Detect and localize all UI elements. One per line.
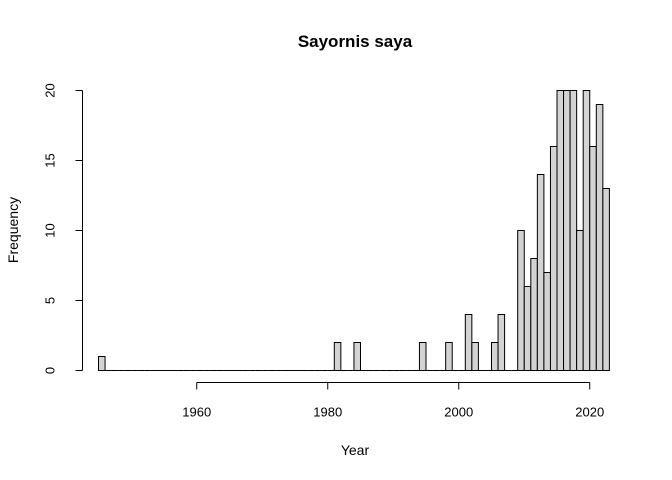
histogram-bar [530, 258, 538, 371]
y-axis: 0 5 10 15 20 [43, 83, 83, 374]
histogram-bar [576, 230, 584, 371]
x-tick-label: 2020 [575, 405, 604, 420]
y-tick-label: 10 [43, 223, 58, 237]
histogram-bar [471, 342, 479, 371]
histogram-bar [523, 286, 532, 371]
histogram-bar [464, 314, 473, 371]
histogram-bar [418, 342, 427, 371]
histogram-bar [98, 356, 106, 371]
x-axis: 1960 1980 2000 2020 [182, 382, 604, 420]
histogram-bar [582, 90, 591, 371]
histogram-bar [595, 104, 604, 371]
histogram-bar [563, 90, 571, 371]
y-tick-label: 15 [43, 153, 58, 167]
bars-group [98, 90, 610, 371]
x-axis-label: Year [341, 442, 370, 458]
histogram-bar [497, 314, 506, 371]
y-axis-label: Frequency [5, 197, 21, 263]
histogram-bar [543, 272, 551, 371]
x-tick-label: 1980 [313, 405, 342, 420]
chart-title: Sayornis saya [298, 32, 413, 51]
x-tick-label: 2000 [444, 405, 473, 420]
histogram-bar [517, 230, 525, 371]
histogram-bar [589, 146, 597, 371]
histogram-bar [602, 188, 610, 371]
y-tick-label: 0 [43, 367, 58, 374]
y-tick-label: 5 [43, 297, 58, 304]
histogram-bar [333, 342, 342, 371]
histogram-bar [445, 342, 453, 371]
histogram-bar [353, 342, 362, 371]
histogram-bar [556, 90, 565, 371]
y-tick-label: 20 [43, 83, 58, 97]
histogram-bar [491, 342, 499, 371]
histogram-bar [536, 174, 545, 371]
histogram-bar [549, 146, 558, 371]
histogram-bar [569, 90, 578, 371]
x-tick-label: 1960 [182, 405, 211, 420]
